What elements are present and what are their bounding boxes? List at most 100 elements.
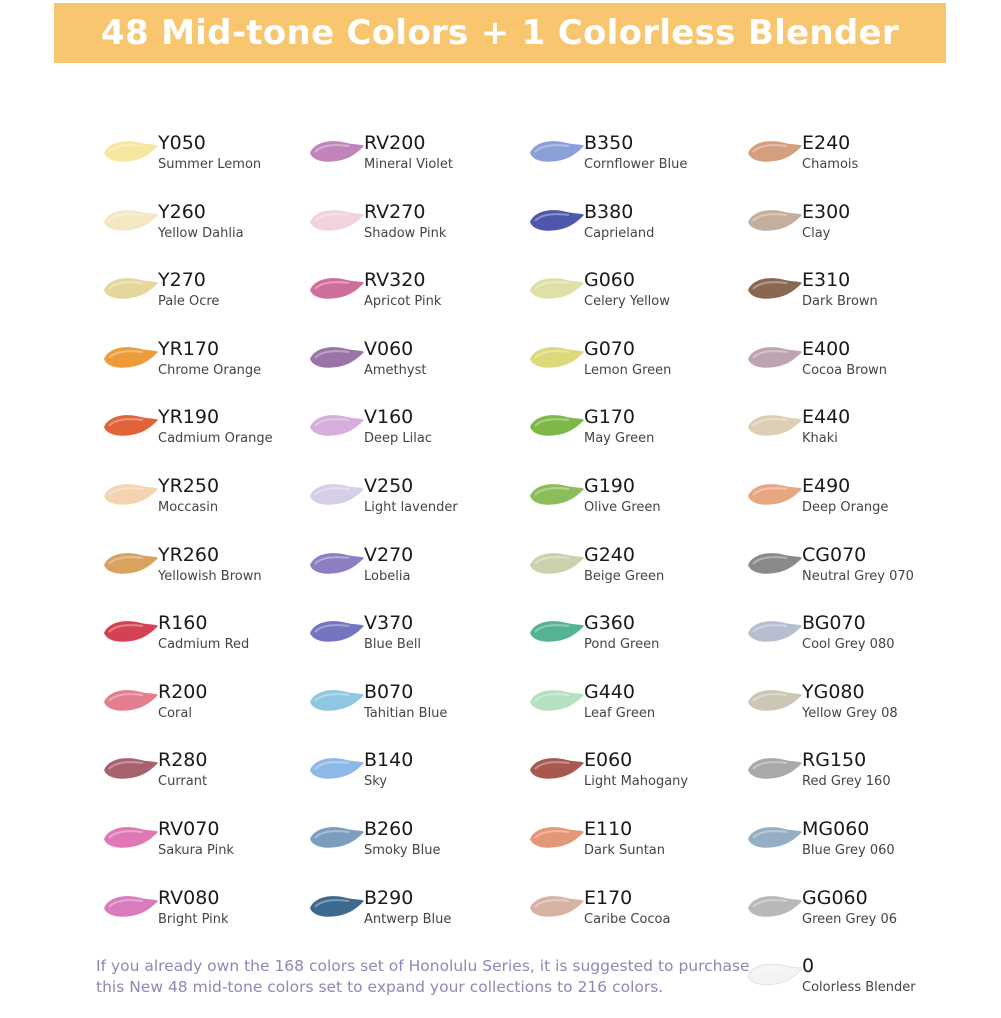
color-swatch-item: E440 Khaki: [745, 406, 965, 469]
color-swatch-stroke: [307, 409, 365, 443]
color-code: E400: [802, 337, 851, 360]
color-name: Caribe Cocoa: [584, 911, 671, 927]
color-swatch-item: G060 Celery Yellow: [527, 269, 727, 332]
color-swatch-stroke: [101, 615, 159, 649]
color-code: B350: [584, 132, 634, 154]
color-name: Olive Green: [584, 500, 661, 515]
color-swatch-item: GG060 Green Grey 06: [745, 886, 965, 950]
color-swatch-item: E240 Chamois: [745, 132, 965, 195]
color-name: Clay: [802, 225, 831, 241]
color-swatch-stroke: [527, 615, 585, 649]
color-swatch-item: RV270 Shadow Pink: [307, 201, 507, 264]
color-code: E490: [802, 475, 851, 497]
color-name: Dark Suntan: [584, 843, 666, 858]
color-swatch-stroke: [307, 752, 365, 786]
color-swatch-stroke: [745, 204, 803, 238]
color-swatch-stroke: [101, 204, 159, 238]
color-name: Red Grey 160: [802, 774, 891, 790]
color-swatch-stroke: [527, 409, 585, 443]
color-name: Shadow Pink: [364, 225, 447, 241]
color-code: E240: [802, 132, 851, 154]
color-swatch-item: G190 Olive Green: [527, 475, 727, 538]
color-code: G060: [584, 269, 635, 292]
color-code: V250: [364, 475, 414, 497]
color-swatch-stroke: [307, 478, 365, 512]
color-code: R160: [158, 612, 208, 635]
color-code: YR190: [158, 406, 220, 429]
color-name: Sakura Pink: [158, 843, 234, 858]
color-code: V160: [364, 406, 414, 429]
color-code: B140: [364, 749, 414, 772]
color-name: Chamois: [802, 157, 859, 172]
color-swatch-stroke: [745, 890, 803, 924]
color-swatch-stroke: [527, 204, 585, 238]
color-swatch-item: RV080 Bright Pink: [101, 887, 301, 950]
color-swatch-stroke: [307, 135, 365, 169]
color-swatch-stroke: [101, 821, 159, 855]
color-name: Green Grey 06: [802, 911, 897, 927]
color-swatch-item: E110 Dark Suntan: [527, 818, 727, 881]
color-swatch-stroke: [101, 684, 159, 718]
color-name: Coral: [158, 705, 192, 721]
color-code: RV200: [364, 132, 426, 154]
color-name: Yellowish Brown: [158, 568, 262, 584]
color-swatch-item: V060 Amethyst: [307, 338, 507, 401]
color-name: Yellow Grey 08: [802, 705, 898, 721]
color-name: May Green: [584, 431, 655, 447]
color-code: RV320: [364, 269, 426, 292]
color-swatch-stroke: [307, 890, 365, 924]
color-swatch-item: YR170 Chrome Orange: [101, 338, 301, 401]
color-name: Yellow Dahlia: [158, 225, 244, 241]
color-swatch-stroke: [527, 478, 585, 512]
color-swatch-stroke: [527, 272, 585, 306]
color-swatch-item: E310 Dark Brown: [745, 269, 965, 332]
color-name: Amethyst: [364, 362, 427, 378]
color-code: B290: [364, 886, 414, 909]
color-swatch-stroke: [745, 547, 803, 581]
color-swatch-stroke: [745, 958, 803, 992]
color-swatch-item: B350 Cornflower Blue: [527, 132, 727, 195]
color-name: Caprieland: [584, 225, 655, 241]
color-swatch-stroke: [745, 821, 803, 855]
color-code: 0: [802, 955, 815, 978]
color-name: Cool Grey 080: [802, 637, 895, 653]
color-swatch-stroke: [745, 684, 803, 718]
color-swatch-stroke: [527, 821, 585, 855]
color-swatch-stroke: [101, 272, 159, 306]
color-swatch-stroke: [527, 135, 585, 169]
color-swatch-stroke: [745, 341, 803, 375]
color-swatch-stroke: [527, 684, 585, 718]
color-swatch-stroke: [307, 272, 365, 306]
color-code: E310: [802, 269, 851, 292]
color-swatch-stroke: [527, 547, 585, 581]
color-swatch-stroke: [745, 409, 803, 443]
footnote-line-1: If you already own the 168 colors set of…: [96, 957, 750, 975]
color-code: E170: [584, 886, 633, 909]
color-name: Dark Brown: [802, 294, 878, 310]
color-name: Currant: [158, 774, 208, 790]
color-swatch-item: E170 Caribe Cocoa: [527, 886, 727, 950]
color-swatch-stroke: [307, 821, 365, 855]
color-name: Neutral Grey 070: [802, 568, 914, 584]
color-swatch-item: 0 Colorless Blender: [745, 955, 965, 1018]
color-swatch-stroke: [527, 752, 585, 786]
color-name: Beige Green: [584, 568, 665, 584]
color-code: MG060: [802, 818, 870, 840]
color-code: V370: [364, 612, 414, 635]
color-code: GG060: [802, 886, 868, 909]
color-code: G170: [584, 406, 635, 429]
color-name: Cadmium Red: [158, 637, 250, 653]
color-name: Deep Lilac: [364, 431, 432, 447]
color-swatch-item: Y270 Pale Ocre: [101, 269, 301, 332]
color-swatch-stroke: [101, 341, 159, 375]
color-swatch-stroke: [101, 890, 159, 924]
color-code: Y260: [158, 200, 206, 223]
color-swatch-item: YG080 Yellow Grey 08: [745, 681, 965, 744]
color-swatch-item: RV070 Sakura Pink: [101, 818, 301, 881]
footnote: If you already own the 168 colors set of…: [96, 956, 756, 998]
color-swatch-item: BG070 Cool Grey 080: [745, 612, 965, 675]
color-swatch-stroke: [745, 272, 803, 306]
color-code: BG070: [802, 612, 866, 635]
color-code: G360: [584, 612, 635, 635]
color-name: Smoky Blue: [364, 843, 441, 858]
